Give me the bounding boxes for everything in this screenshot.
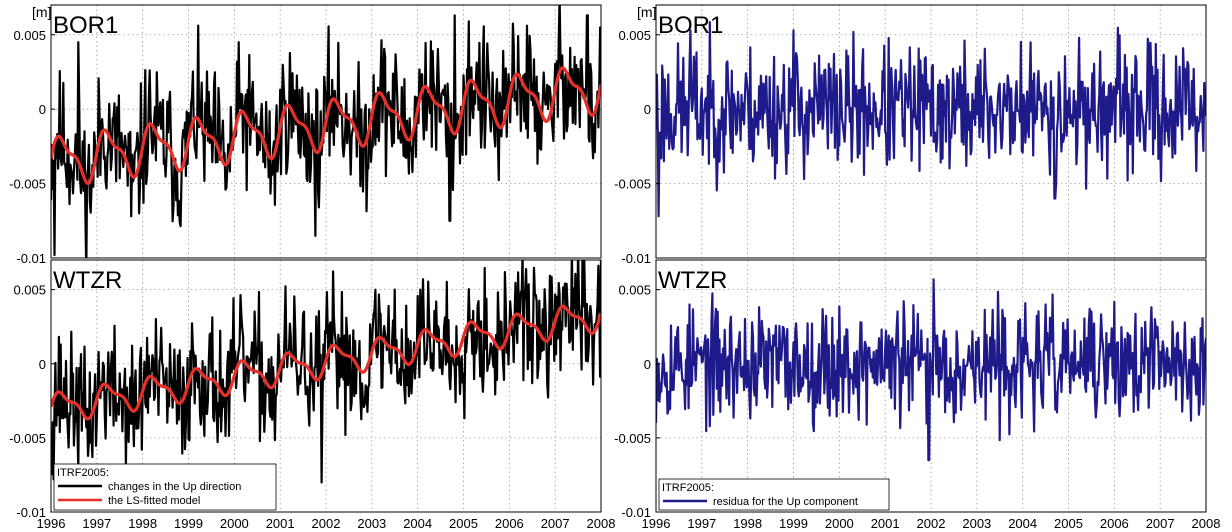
y-tick-label: -0.01 (621, 251, 651, 266)
plot-frame (655, 4, 1207, 259)
x-tick-label: 1996 (37, 516, 66, 531)
series-group (656, 278, 1206, 462)
y-unit-label: [m] (637, 4, 656, 20)
plot-frame (50, 4, 602, 259)
x-tick-label: 2006 (1100, 516, 1129, 531)
x-tick-label: 2008 (1192, 516, 1221, 531)
y-tick-label: -0.005 (614, 177, 651, 192)
x-tick-label: 1997 (687, 516, 716, 531)
x-tick-label: 2006 (495, 516, 524, 531)
x-tick-label: 1999 (174, 516, 203, 531)
series-residua-for-the-up-component (656, 278, 1206, 462)
y-tick-label: -0.01 (621, 505, 651, 520)
x-tick-label: 2004 (1008, 516, 1037, 531)
x-tick-label: 2001 (871, 516, 900, 531)
y-tick-label: 0 (39, 102, 46, 117)
legend-title: ITRF2005: (57, 467, 109, 479)
y-tick-label: -0.005 (9, 431, 46, 446)
x-tick-label: 2000 (220, 516, 249, 531)
series-the-ls-fitted-model (51, 304, 601, 421)
x-tick-label: 2002 (917, 516, 946, 531)
y-tick-label: 0.005 (618, 28, 651, 43)
legend-entry: the LS-fitted model (108, 495, 200, 507)
y-tick-label: 0.005 (13, 283, 46, 298)
y-tick-label: 0.005 (13, 28, 46, 43)
x-tick-label: 2005 (1054, 516, 1083, 531)
x-tick-label: 2000 (825, 516, 854, 531)
station-label: WTZR (658, 267, 727, 294)
series-group (51, 5, 601, 258)
x-tick-label: 2004 (403, 516, 432, 531)
x-tick-label: 2007 (541, 516, 570, 531)
legend-entry: residua for the Up component (713, 496, 858, 508)
x-tick-label: 2003 (357, 516, 386, 531)
y-unit-label: [m] (32, 4, 51, 20)
y-tick-label: 0 (644, 102, 651, 117)
station-label: BOR1 (658, 12, 723, 39)
station-label: WTZR (53, 267, 122, 294)
y-tick-label: -0.005 (9, 177, 46, 192)
series-the-ls-fitted-model (51, 66, 601, 186)
series-residua-for-the-up-component (656, 21, 1206, 218)
plot-frame (655, 259, 1207, 513)
y-tick-label: 0.005 (618, 283, 651, 298)
panel-top-right: 0.005 0 -0.005 -0.01 [m] BOR1 (614, 4, 1207, 266)
legend-entry: changes in the Up direction (108, 481, 241, 493)
x-tick-label: 2002 (312, 516, 341, 531)
y-tick-label: -0.01 (16, 505, 46, 520)
x-tick-label: 2001 (266, 516, 295, 531)
station-label: BOR1 (53, 12, 118, 39)
x-tick-label: 1998 (128, 516, 157, 531)
y-tick-label: -0.01 (16, 251, 46, 266)
x-tick-label: 1996 (642, 516, 671, 531)
x-tick-label: 2008 (587, 516, 616, 531)
x-tick-label: 2005 (449, 516, 478, 531)
legend: ITRF2005: residua for the Up component (658, 478, 890, 511)
series-changes-in-the-up-direction (51, 5, 601, 258)
y-tick-label: 0 (39, 357, 46, 372)
legend: ITRF2005: changes in the Up direction the … (53, 463, 277, 511)
y-tick-label: -0.005 (614, 431, 651, 446)
legend-title: ITRF2005: (662, 482, 714, 494)
panel-top-left: 0.005 0 -0.005 -0.01 [m] BOR1 (9, 4, 602, 266)
y-tick-label: 0 (644, 357, 651, 372)
series-group (656, 21, 1206, 218)
x-tick-label: 1998 (733, 516, 762, 531)
x-tick-label: 2007 (1146, 516, 1175, 531)
plot-frame (50, 259, 602, 513)
legend-box (658, 478, 890, 511)
x-tick-label: 1997 (82, 516, 111, 531)
x-tick-label: 1999 (779, 516, 808, 531)
series-group (51, 260, 601, 484)
x-tick-label: 2003 (962, 516, 991, 531)
